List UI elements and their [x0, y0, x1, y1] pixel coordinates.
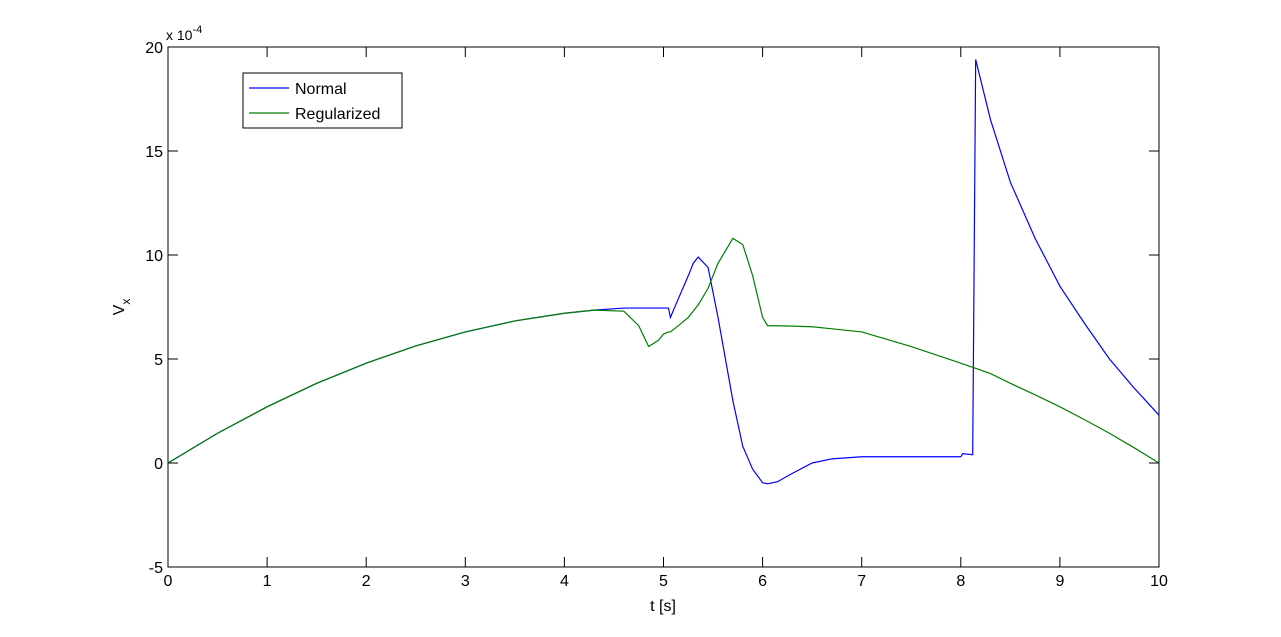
- x-axis-label: t [s]: [650, 598, 676, 615]
- legend-label: Normal: [295, 81, 347, 98]
- y-tick-label: -5: [149, 560, 163, 577]
- y-axis-label-main: V: [111, 304, 128, 315]
- x-tick-label: 3: [461, 573, 470, 590]
- y-exponent-power: -4: [192, 24, 202, 36]
- x-tick-label: 6: [758, 573, 767, 590]
- y-tick-label: 0: [154, 456, 163, 473]
- x-tick-label: 0: [164, 573, 173, 590]
- x-tick-label: 10: [1150, 573, 1168, 590]
- plot-frame: [167, 46, 1160, 568]
- x-tick-label: 7: [857, 573, 866, 590]
- legend-label: Regularized: [295, 106, 380, 123]
- y-axis-label: Vx: [111, 299, 133, 316]
- y-tick-label: 5: [154, 352, 163, 369]
- x-tick-label: 5: [659, 573, 668, 590]
- x-tick-label: 9: [1055, 573, 1064, 590]
- y-tick-label: 15: [145, 144, 163, 161]
- y-exponent: x 10-4: [166, 24, 202, 43]
- x-tick-label: 2: [362, 573, 371, 590]
- y-axis-label-subscript: x: [119, 299, 133, 305]
- y-tick-label: 20: [145, 40, 163, 57]
- y-tick-label: 10: [145, 248, 163, 265]
- legend-box: [242, 72, 403, 129]
- x-tick-label: 4: [560, 573, 569, 590]
- x-tick-label: 1: [263, 573, 272, 590]
- x-tick-label: 8: [956, 573, 965, 590]
- data-line: [167, 237, 1160, 464]
- y-exponent-base: x 10: [166, 27, 193, 43]
